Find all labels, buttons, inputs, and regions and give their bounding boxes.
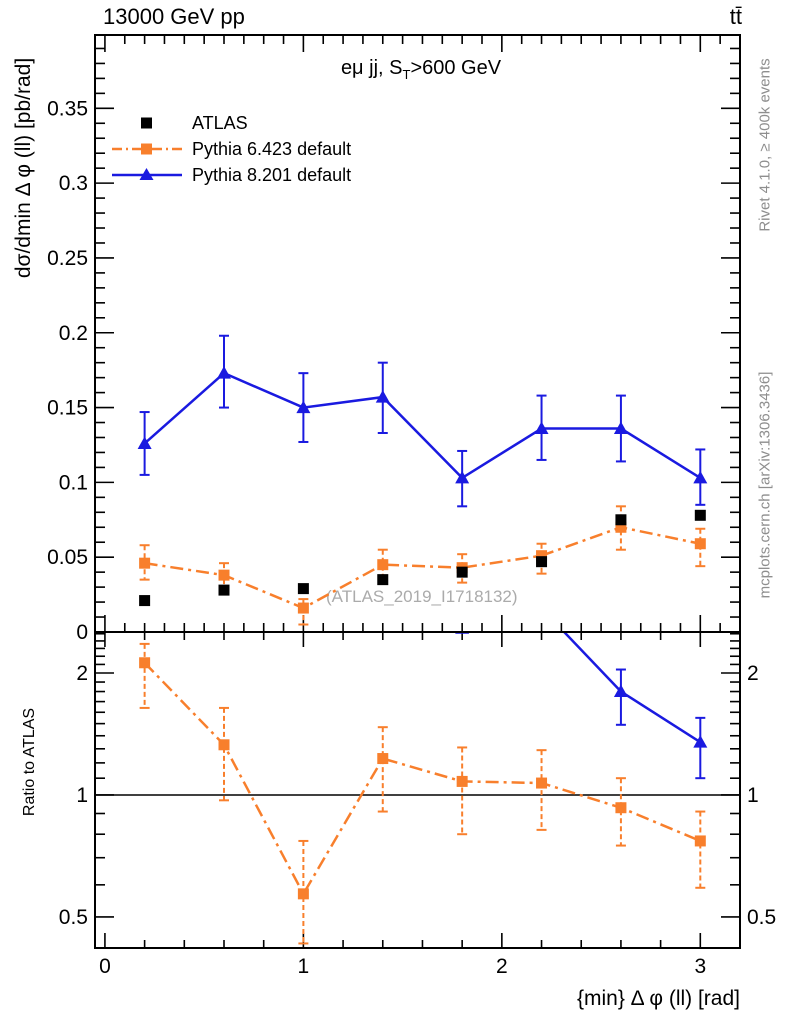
y-tick-label-main: 0.35: [47, 97, 88, 120]
ratio-panel-frame: [94, 631, 741, 949]
process-label: tt̄: [729, 4, 742, 29]
data-point-marker: [376, 523, 390, 536]
x-axis-title-svg: {min} Δ φ (ll) [rad]: [577, 987, 740, 1010]
data-point-marker: [218, 584, 230, 596]
series-pythia6-main: [139, 505, 706, 626]
data-point-marker: [615, 514, 627, 526]
selection-pre: eμ jj, S: [340, 57, 403, 79]
data-point-marker: [377, 559, 389, 571]
y-tick-label-main: 0.25: [47, 247, 88, 270]
page-title: 13000 GeV pp: [103, 4, 245, 29]
y-tick-label-main: 0.2: [59, 322, 88, 345]
series-atlas-main: [139, 509, 706, 607]
legend-label: Pythia 8.201 default: [192, 164, 352, 185]
data-point-marker: [137, 436, 152, 449]
data-point-marker: [455, 470, 470, 484]
data-point-marker: [536, 550, 548, 562]
atlas-marker-icon: [141, 117, 152, 129]
pythia8-line-icon: [112, 168, 182, 180]
data-point-marker: [377, 574, 389, 586]
y-tick-label-ratio-right: 2: [747, 662, 759, 685]
data-point-marker: [694, 538, 706, 550]
y-tick-label-main: 0: [76, 621, 88, 644]
y-tick-label-ratio-left: 2: [76, 662, 88, 685]
axis-ticks: [96, 36, 741, 947]
legend: ATLAS Pythia 6.423 default Pythia 8.201 …: [110, 110, 351, 188]
data-point-marker: [536, 556, 548, 568]
watermark: (ATLAS_2019_I1718132): [326, 587, 518, 606]
series-pythia8-ratio: [217, 467, 708, 780]
x-tick-label: 1: [298, 955, 310, 978]
data-point-marker: [455, 633, 470, 634]
data-point-marker: [456, 775, 468, 787]
data-point-marker: [375, 390, 390, 403]
data-point-marker: [297, 583, 309, 595]
data-point-marker: [218, 739, 230, 751]
data-point-marker: [217, 467, 231, 480]
y-tick-label-main: 0.3: [59, 172, 88, 195]
data-point-marker: [613, 421, 628, 435]
pythia6-line-icon: [112, 143, 182, 155]
data-point-marker: [536, 777, 548, 789]
y-tick-label-main: 0.15: [47, 397, 88, 420]
data-point-marker: [694, 835, 706, 847]
legend-label: Pythia 6.423 default: [192, 138, 352, 159]
legend-item-pythia6: Pythia 6.423 default: [110, 136, 351, 162]
y-tick-label-ratio-left: 0.5: [59, 906, 88, 929]
data-point-marker: [615, 802, 627, 814]
x-tick-label: 2: [496, 955, 508, 978]
y-tick-label-main: 0.05: [47, 546, 88, 569]
data-point-marker: [139, 657, 151, 669]
data-point-marker: [535, 601, 549, 614]
y-tick-label-main: 0.1: [59, 471, 88, 494]
triangle-marker-icon: [139, 168, 154, 180]
data-point-marker: [615, 521, 627, 533]
y-tick-label-ratio-right: 1: [747, 784, 759, 807]
main-panel-frame: [94, 34, 741, 633]
data-point-marker: [296, 400, 311, 414]
data-point-marker: [693, 470, 708, 484]
square-marker-icon: [141, 143, 152, 155]
y-tick-label-ratio-right: 0.5: [747, 906, 776, 929]
x-tick-label: 3: [694, 955, 706, 978]
data-point-marker: [296, 498, 310, 511]
data-point-marker: [218, 569, 230, 581]
data-point-marker: [297, 888, 309, 900]
legend-label: ATLAS: [192, 112, 248, 133]
data-point-marker: [613, 684, 628, 698]
data-point-marker: [139, 557, 151, 569]
data-point-marker: [694, 509, 706, 521]
data-point-marker: [534, 421, 549, 435]
legend-item-atlas: ATLAS: [110, 110, 351, 136]
series-pythia8-main: [137, 334, 708, 508]
y-tick-label-ratio-left: 1: [76, 784, 88, 807]
selection-sub: T: [402, 67, 411, 82]
data-point-marker: [693, 735, 708, 748]
legend-item-pythia8: Pythia 8.201 default: [110, 162, 351, 188]
x-tick-label: 0: [99, 955, 111, 978]
data-point-marker: [456, 566, 468, 578]
data-point-marker: [297, 602, 309, 614]
data-point-marker: [377, 753, 389, 765]
data-point-marker: [139, 595, 151, 607]
square-marker-icon: [141, 117, 152, 129]
selection-label: eμ jj, ST>600 GeV: [298, 57, 544, 82]
selection-post: >600 GeV: [410, 57, 502, 79]
data-point-marker: [217, 366, 231, 379]
series-pythia6-ratio: [139, 642, 706, 945]
